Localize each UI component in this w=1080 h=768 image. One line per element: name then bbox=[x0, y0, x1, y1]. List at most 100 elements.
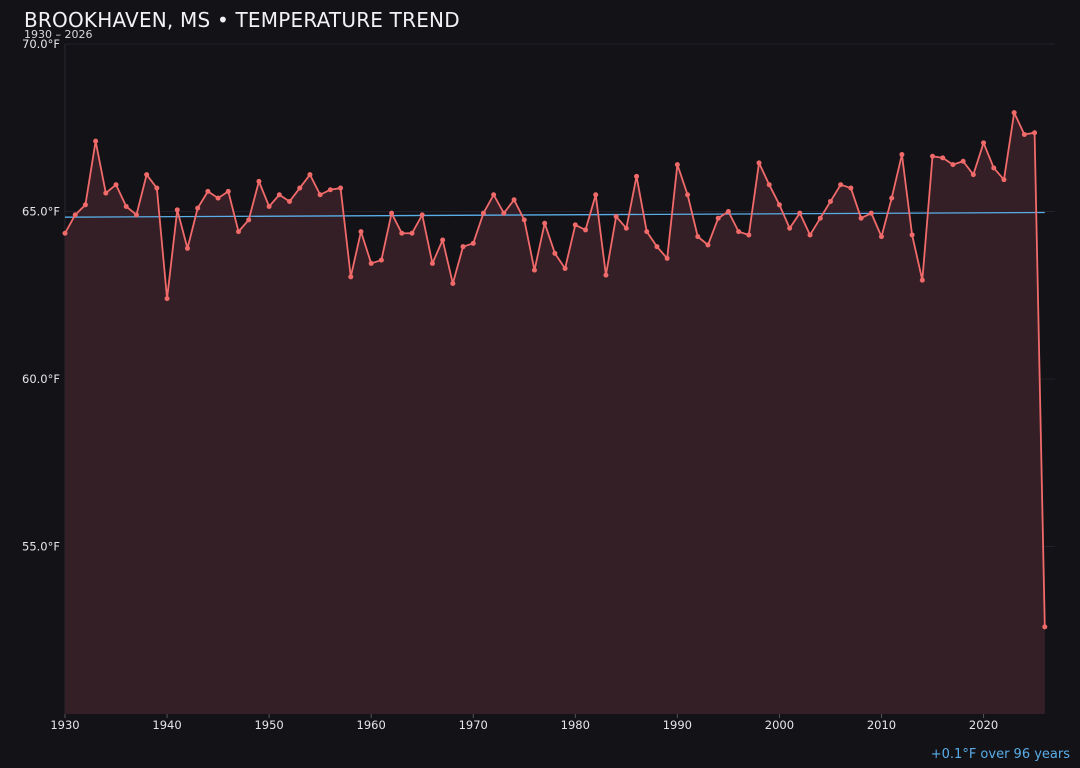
x-tick-label: 2000 bbox=[765, 718, 794, 732]
data-point bbox=[72, 212, 78, 218]
data-point bbox=[521, 217, 527, 223]
data-point bbox=[623, 225, 629, 231]
chart-title: BROOKHAVEN, MS • TEMPERATURE TREND bbox=[24, 8, 460, 32]
data-point bbox=[787, 225, 793, 231]
data-point bbox=[215, 195, 221, 201]
data-point bbox=[674, 162, 680, 168]
data-point bbox=[981, 140, 987, 146]
x-tick-label: 1930 bbox=[50, 718, 79, 732]
data-point bbox=[113, 182, 119, 188]
data-point bbox=[756, 160, 762, 166]
data-point bbox=[705, 242, 711, 248]
data-point bbox=[470, 240, 476, 246]
data-point bbox=[930, 153, 936, 159]
data-point bbox=[491, 192, 497, 198]
data-point bbox=[123, 203, 129, 209]
data-point bbox=[552, 250, 558, 256]
data-point bbox=[919, 277, 925, 283]
data-point bbox=[307, 172, 313, 178]
data-point bbox=[460, 244, 466, 250]
data-point bbox=[450, 281, 456, 287]
data-point bbox=[838, 182, 844, 188]
data-point bbox=[613, 214, 619, 220]
x-tick-label: 1940 bbox=[152, 718, 181, 732]
data-point bbox=[276, 192, 282, 198]
data-point bbox=[878, 234, 884, 240]
x-tick-label: 2020 bbox=[969, 718, 998, 732]
data-point bbox=[1001, 177, 1007, 183]
data-point bbox=[164, 296, 170, 302]
data-point bbox=[950, 162, 956, 168]
data-point bbox=[184, 245, 190, 251]
data-point bbox=[501, 210, 507, 216]
data-point bbox=[358, 229, 364, 235]
data-point bbox=[1042, 624, 1048, 630]
data-point bbox=[970, 172, 976, 178]
data-point bbox=[338, 185, 344, 191]
data-point bbox=[644, 229, 650, 235]
data-point bbox=[1032, 130, 1038, 136]
temperature-area-fill bbox=[65, 112, 1045, 715]
data-point bbox=[246, 217, 252, 223]
data-point bbox=[195, 205, 201, 211]
y-tick-label: 70.0°F bbox=[22, 37, 60, 51]
x-axis-ticks: 1930 1940 1950 1960 1970 1980 1990 2000 2010 2020 bbox=[50, 714, 998, 732]
data-point bbox=[205, 188, 211, 194]
data-point bbox=[827, 198, 833, 204]
data-point bbox=[287, 198, 293, 204]
data-point bbox=[807, 232, 813, 238]
data-point bbox=[766, 182, 772, 188]
data-point bbox=[715, 215, 721, 221]
data-point bbox=[440, 237, 446, 243]
data-point bbox=[909, 232, 915, 238]
x-tick-label: 1970 bbox=[459, 718, 488, 732]
data-point bbox=[174, 207, 180, 213]
data-point bbox=[583, 227, 589, 233]
data-point bbox=[695, 234, 701, 240]
data-point bbox=[940, 155, 946, 161]
data-point bbox=[1011, 110, 1017, 116]
data-point bbox=[1021, 131, 1027, 137]
trend-summary-label: +0.1°F over 96 years bbox=[930, 747, 1070, 762]
data-point bbox=[511, 197, 517, 203]
data-point bbox=[531, 267, 537, 273]
data-point bbox=[991, 165, 997, 171]
data-point bbox=[327, 187, 333, 193]
data-point bbox=[480, 210, 486, 216]
data-point bbox=[848, 185, 854, 191]
data-point bbox=[225, 188, 231, 194]
y-tick-label: 55.0°F bbox=[22, 540, 60, 554]
x-tick-label: 1980 bbox=[561, 718, 590, 732]
data-point bbox=[603, 272, 609, 278]
data-point bbox=[858, 215, 864, 221]
data-point bbox=[409, 230, 415, 236]
x-tick-label: 1960 bbox=[357, 718, 386, 732]
chart-subtitle: 1930 – 2026 bbox=[24, 28, 93, 41]
data-point bbox=[899, 152, 905, 158]
data-point bbox=[348, 274, 354, 280]
data-point bbox=[542, 220, 548, 226]
data-point bbox=[256, 178, 262, 184]
data-point bbox=[685, 192, 691, 198]
data-point bbox=[378, 257, 384, 263]
data-point bbox=[593, 192, 599, 198]
data-point bbox=[736, 229, 742, 235]
data-point bbox=[429, 260, 435, 266]
data-point bbox=[154, 185, 160, 191]
data-point bbox=[297, 185, 303, 191]
data-point bbox=[82, 202, 88, 208]
data-point bbox=[103, 190, 109, 196]
data-point bbox=[654, 244, 660, 250]
data-point bbox=[746, 232, 752, 238]
data-point bbox=[776, 202, 782, 208]
data-point bbox=[144, 172, 150, 178]
data-point bbox=[960, 158, 966, 164]
data-point bbox=[725, 209, 731, 214]
data-point bbox=[868, 210, 874, 216]
data-point bbox=[93, 138, 99, 144]
data-point bbox=[572, 222, 578, 228]
data-point bbox=[368, 260, 374, 266]
x-tick-label: 2010 bbox=[867, 718, 896, 732]
trend-line bbox=[64, 211, 1045, 218]
